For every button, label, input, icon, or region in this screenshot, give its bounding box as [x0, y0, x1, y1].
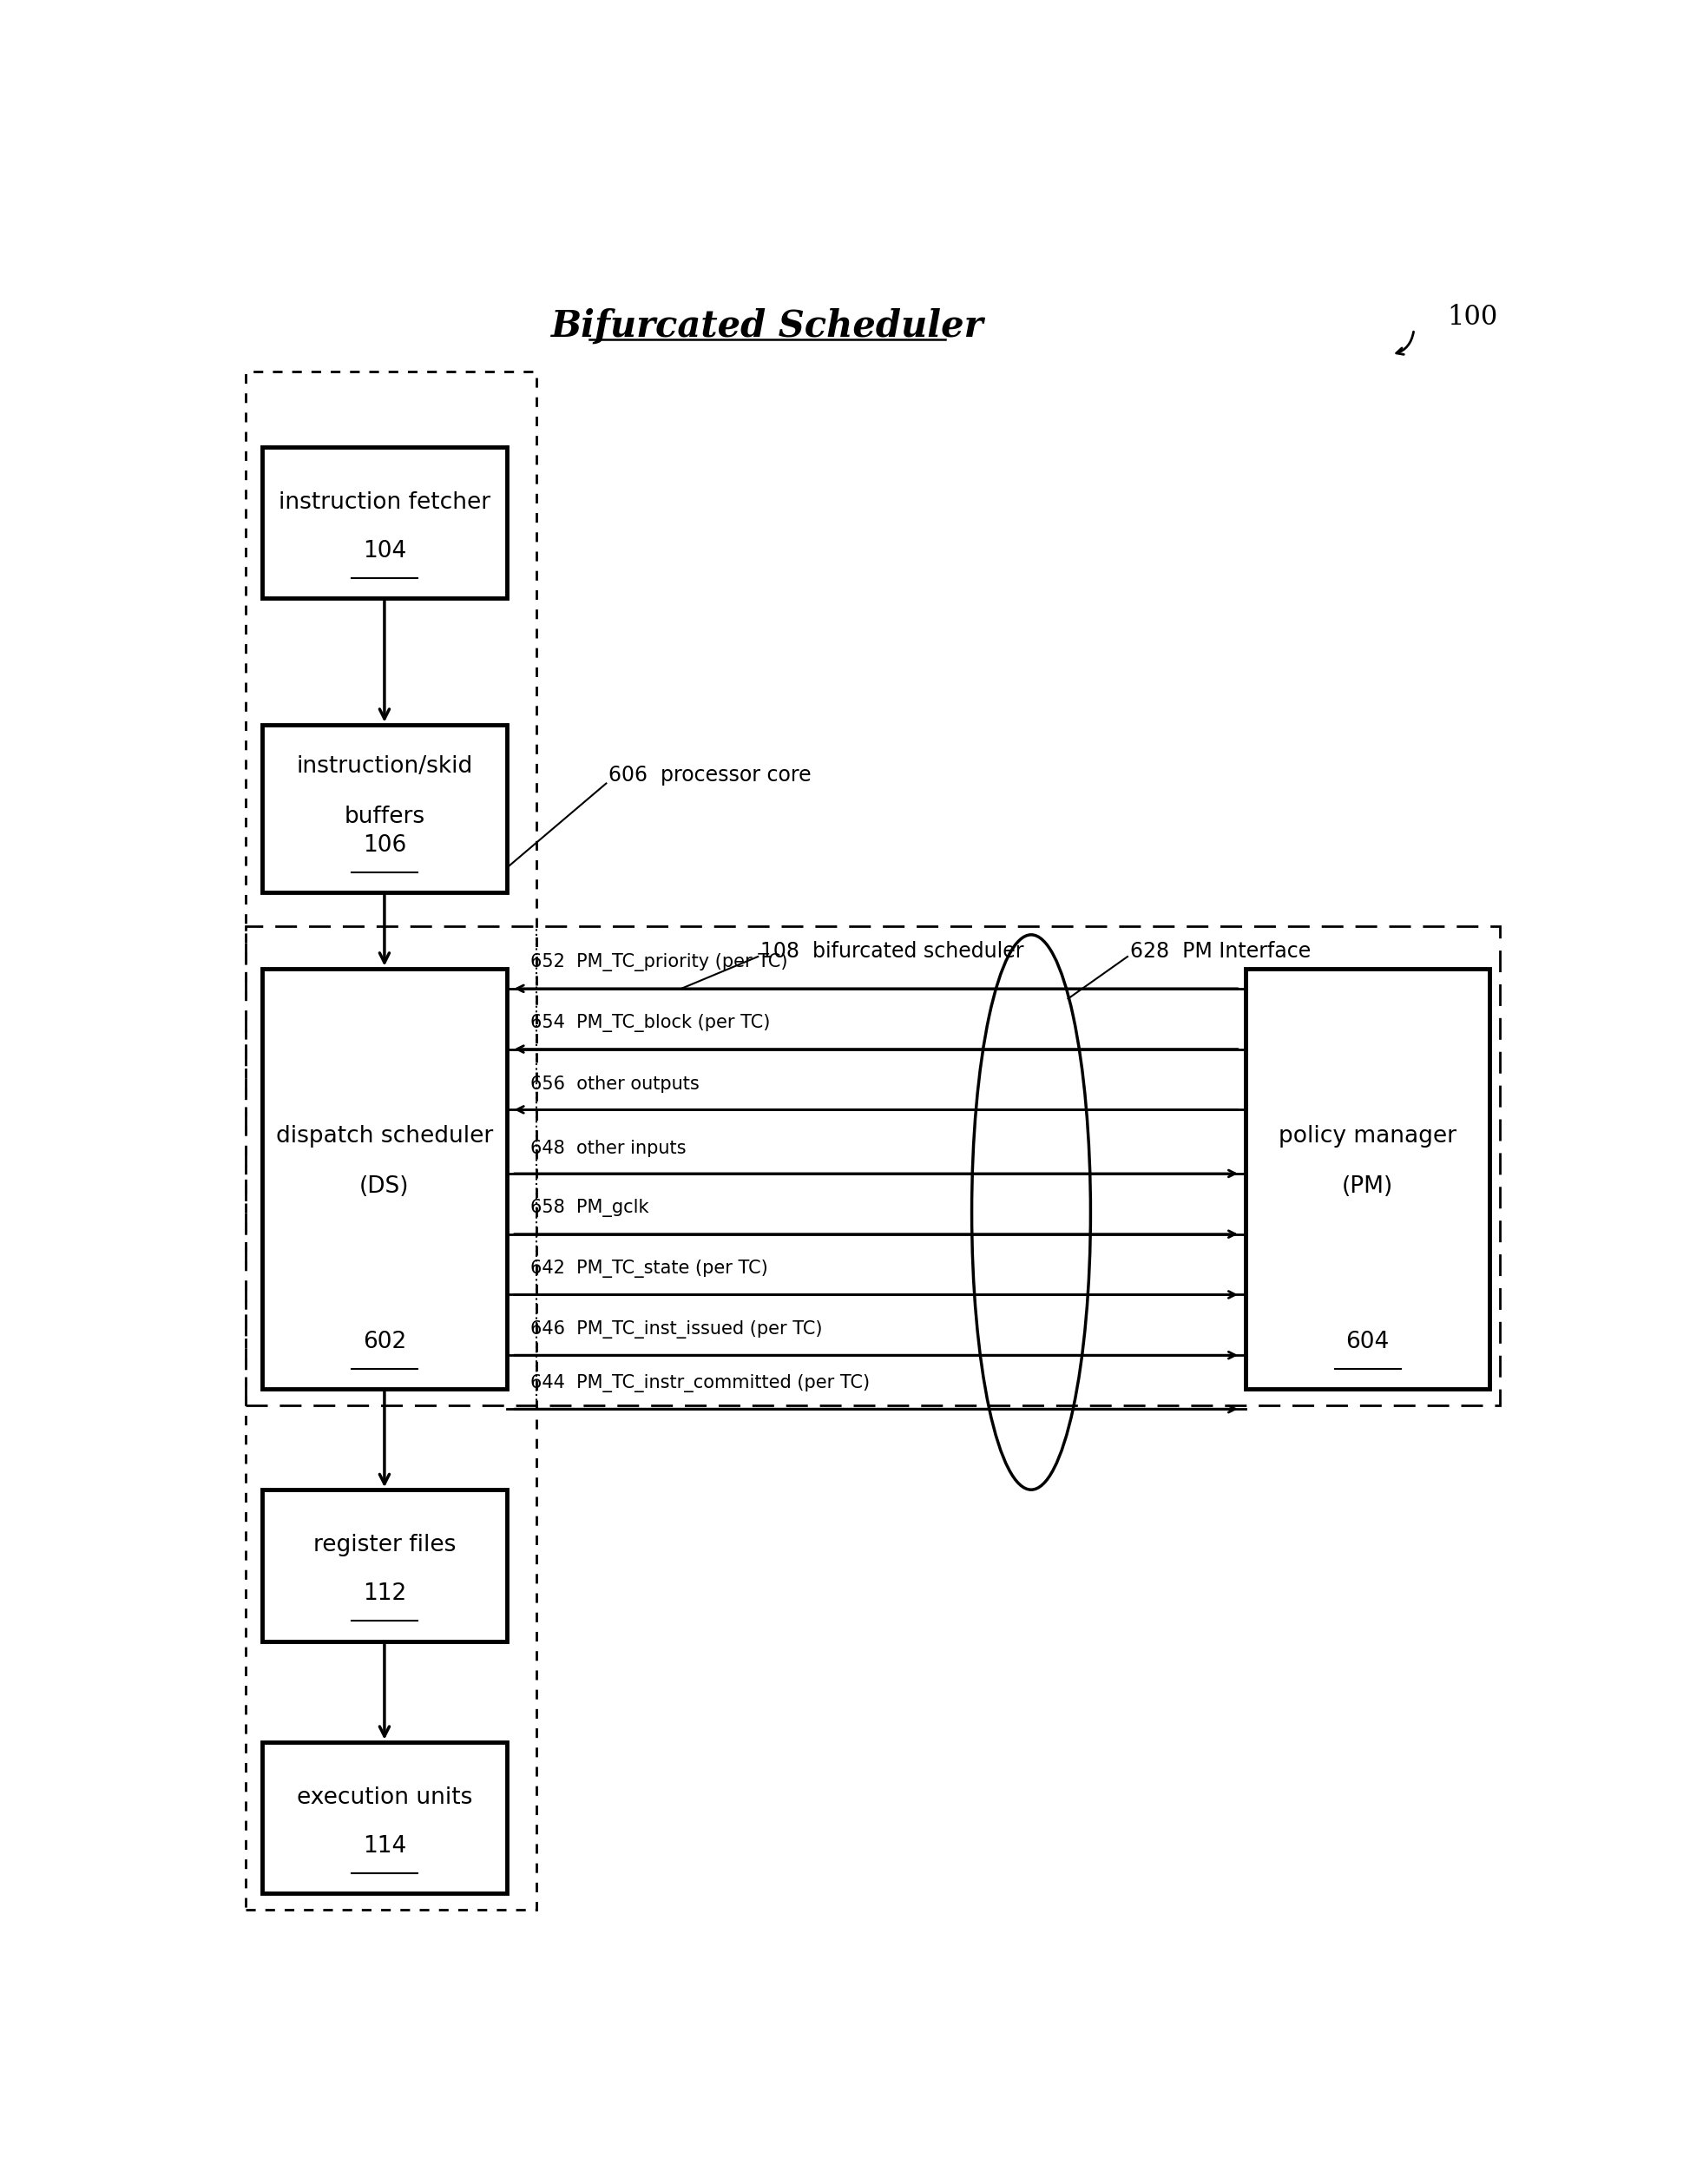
Text: 108  bifurcated scheduler: 108 bifurcated scheduler	[761, 941, 1024, 961]
Text: dispatch scheduler: dispatch scheduler	[276, 1125, 494, 1149]
Text: 112: 112	[363, 1583, 407, 1605]
Text: register files: register files	[313, 1533, 456, 1557]
Text: 658  PM_gclk: 658 PM_gclk	[530, 1199, 649, 1216]
Text: instruction/skid: instruction/skid	[296, 756, 473, 778]
Text: buffers: buffers	[344, 806, 424, 828]
Bar	[1245, 968, 1490, 1389]
Text: 606  processor core: 606 processor core	[610, 764, 812, 786]
Text: (DS): (DS)	[359, 1175, 409, 1199]
Bar	[262, 968, 506, 1389]
Text: policy manager: policy manager	[1279, 1125, 1456, 1149]
Text: Bifurcated Scheduler: Bifurcated Scheduler	[550, 308, 984, 345]
Text: 656  other outputs: 656 other outputs	[530, 1075, 700, 1092]
Text: 652  PM_TC_priority (per TC): 652 PM_TC_priority (per TC)	[530, 954, 788, 972]
Text: 602: 602	[363, 1330, 407, 1354]
Text: 114: 114	[363, 1835, 407, 1859]
Text: 104: 104	[363, 539, 407, 563]
Bar	[262, 1743, 506, 1894]
Text: 642  PM_TC_state (per TC): 642 PM_TC_state (per TC)	[530, 1260, 768, 1278]
Text: 100: 100	[1448, 304, 1497, 332]
Text: 644  PM_TC_instr_committed (per TC): 644 PM_TC_instr_committed (per TC)	[530, 1374, 870, 1391]
Text: 628  PM Interface: 628 PM Interface	[1131, 941, 1311, 961]
Bar	[262, 1489, 506, 1640]
Text: 646  PM_TC_inst_issued (per TC): 646 PM_TC_inst_issued (per TC)	[530, 1319, 823, 1339]
Text: 106: 106	[363, 834, 407, 856]
Text: 654  PM_TC_block (per TC): 654 PM_TC_block (per TC)	[530, 1013, 770, 1033]
Text: (PM): (PM)	[1342, 1175, 1393, 1199]
Bar	[262, 725, 506, 893]
Text: 648  other inputs: 648 other inputs	[530, 1140, 686, 1158]
Text: instruction fetcher: instruction fetcher	[279, 491, 490, 513]
Bar	[262, 448, 506, 598]
FancyArrowPatch shape	[1396, 332, 1413, 354]
Text: execution units: execution units	[296, 1787, 472, 1808]
Text: 604: 604	[1345, 1330, 1390, 1354]
Bar	[245, 926, 1500, 1406]
Bar	[245, 371, 536, 1911]
